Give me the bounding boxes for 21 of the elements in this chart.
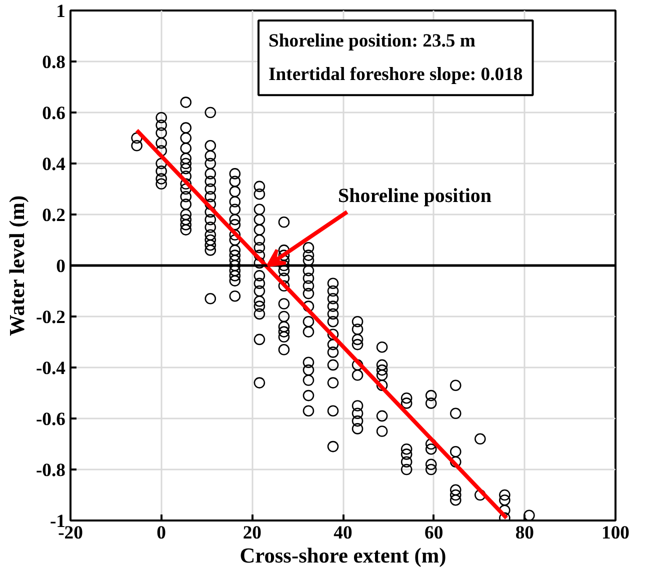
x-axis-title: Cross-shore extent (m)	[240, 544, 446, 568]
annotation: Shoreline position: 23.5 m	[268, 30, 476, 52]
x-tick-label: 0	[156, 522, 166, 544]
y-tick-label: 0	[56, 256, 66, 277]
y-tick-label: 0.4	[42, 154, 66, 175]
annotation: Shoreline position	[338, 184, 492, 207]
y-tick-label: -0.4	[36, 358, 66, 379]
y-tick-label: -0.2	[36, 307, 66, 328]
y-tick-label: 0.6	[42, 103, 66, 124]
x-tick-label: 60	[424, 522, 444, 544]
y-tick-label: -0.6	[36, 409, 66, 430]
annotation: Intertidal foreshore slope: 0.018	[268, 64, 523, 86]
y-tick-label: 1	[56, 1, 66, 22]
y-axis-title: Water level (m)	[4, 195, 29, 336]
y-tick-label: 0.2	[42, 205, 66, 226]
x-tick-label: 20	[242, 522, 262, 544]
x-tick-label: 100	[602, 522, 630, 544]
y-tick-label: 0.8	[42, 52, 66, 73]
x-tick-label: 40	[334, 522, 352, 544]
y-tick-label: -0.8	[36, 460, 66, 481]
x-tick-label: 80	[515, 522, 534, 544]
